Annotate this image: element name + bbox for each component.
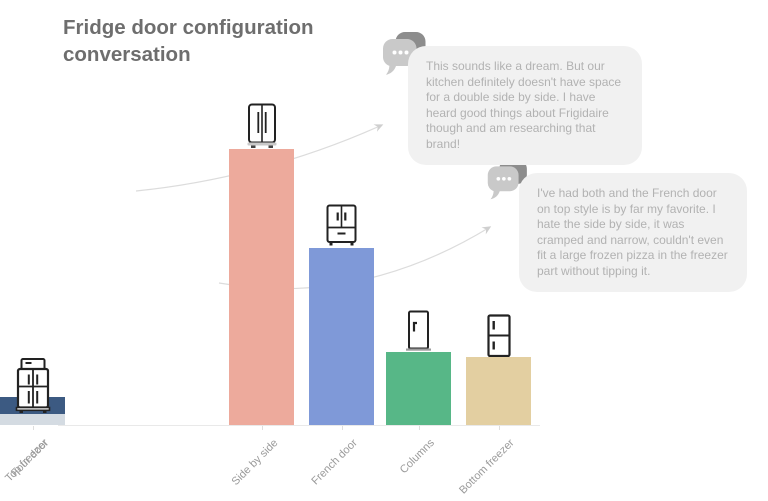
bar-group-bottom-freezer: Bottom freezer [457,314,531,496]
x-axis-line [58,425,540,426]
x-axis-label: Bottom freezer [457,437,517,497]
comment-text: This sounds like a dream. But our kitche… [426,59,622,151]
axis-tick [32,426,34,430]
comment-bubble-2: I've had both and the French door on top… [519,173,747,292]
page-title: Fridge door configuration conversation [63,16,314,66]
comment-bubble-1: This sounds like a dream. But our kitche… [408,46,642,165]
x-axis-label: Side by side [229,437,280,488]
bar-group-columns: Columns [386,310,451,476]
axis-tick [498,426,500,430]
bar-group-four-door: Four door [0,367,65,479]
axis-tick [261,426,263,430]
axis-tick [341,426,343,430]
x-axis-label: Columns [397,437,437,477]
bar-bottom-freezer [466,357,531,425]
side-by-side-fridge-icon [247,103,276,148]
bar-french-door [309,248,374,425]
french-door-fridge-icon [326,204,357,246]
x-axis-label: Four door [8,437,51,480]
axis-tick [418,426,420,430]
x-axis-label: French door [309,437,360,488]
bar-columns [386,352,451,425]
single-column-fridge-icon [406,310,431,351]
bar-group-side-by-side: Side by side [229,103,294,488]
bar-four-door [0,414,65,425]
four-door-fridge-icon [15,367,50,413]
bar-side-by-side [229,149,294,425]
comment-text: I've had both and the French door on top… [537,186,728,278]
bottom-freezer-fridge-icon [486,314,511,358]
bar-group-french-door: French door [309,204,374,487]
